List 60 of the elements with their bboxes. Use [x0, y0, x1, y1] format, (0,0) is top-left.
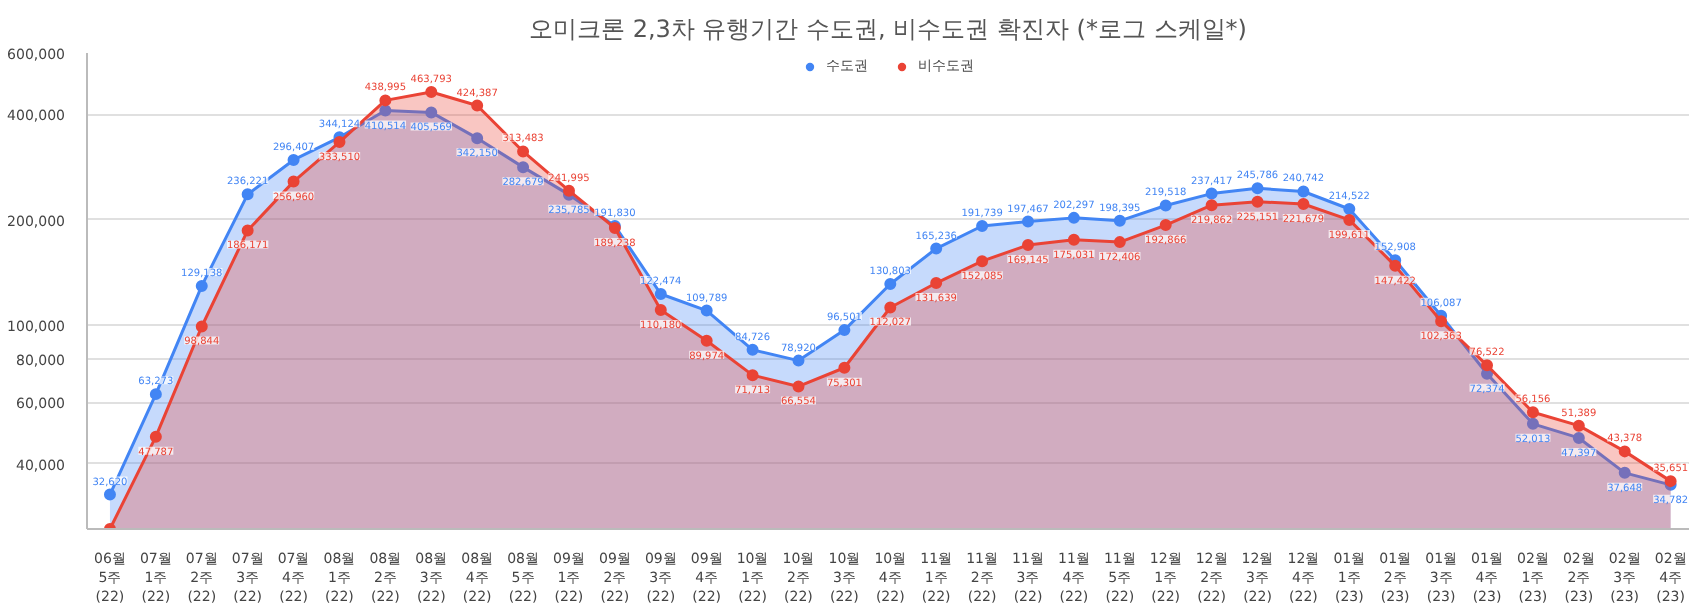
point [287, 175, 300, 188]
point [838, 361, 851, 374]
point [746, 369, 759, 382]
point [700, 304, 713, 317]
point [700, 334, 713, 347]
point [1526, 406, 1539, 419]
point [195, 279, 208, 292]
point [471, 132, 484, 145]
point [241, 224, 254, 237]
chart-title: 오미크론 2,3차 유행기간 수도권, 비수도권 확진자 (*로그 스케일*) [529, 15, 1247, 43]
point [1435, 315, 1448, 328]
point [425, 106, 438, 119]
point [930, 277, 943, 290]
point [1618, 445, 1631, 458]
point [654, 287, 667, 300]
point [1297, 185, 1310, 198]
point [792, 380, 805, 393]
point [149, 388, 162, 401]
point [1251, 182, 1264, 195]
point [379, 104, 392, 117]
point [1343, 213, 1356, 226]
point [930, 242, 943, 255]
point [1113, 214, 1126, 227]
point [333, 136, 346, 149]
point [241, 188, 254, 201]
point [792, 354, 805, 367]
point [654, 304, 667, 317]
point [1022, 239, 1034, 251]
point [1481, 359, 1494, 372]
point [1022, 215, 1034, 228]
point [1205, 187, 1218, 200]
point [1251, 195, 1264, 208]
point [1113, 236, 1126, 249]
point [103, 488, 116, 501]
point [1389, 259, 1402, 272]
point [884, 278, 897, 290]
point [1297, 198, 1310, 210]
point [976, 220, 989, 232]
point [425, 86, 438, 99]
point [1067, 233, 1080, 246]
point [976, 255, 989, 268]
point [287, 153, 300, 166]
point [1067, 211, 1080, 224]
point [195, 320, 208, 333]
point [838, 324, 851, 337]
point [471, 99, 484, 112]
point [1572, 419, 1585, 432]
point [1618, 466, 1631, 479]
point [149, 430, 162, 443]
point [379, 94, 392, 107]
point [746, 343, 759, 356]
point [1343, 202, 1356, 215]
point [1205, 199, 1218, 212]
point [1572, 431, 1585, 444]
point [1526, 417, 1539, 430]
point [517, 145, 530, 158]
point [1159, 199, 1172, 212]
point [884, 301, 897, 314]
point [517, 161, 530, 174]
point [1159, 219, 1172, 232]
